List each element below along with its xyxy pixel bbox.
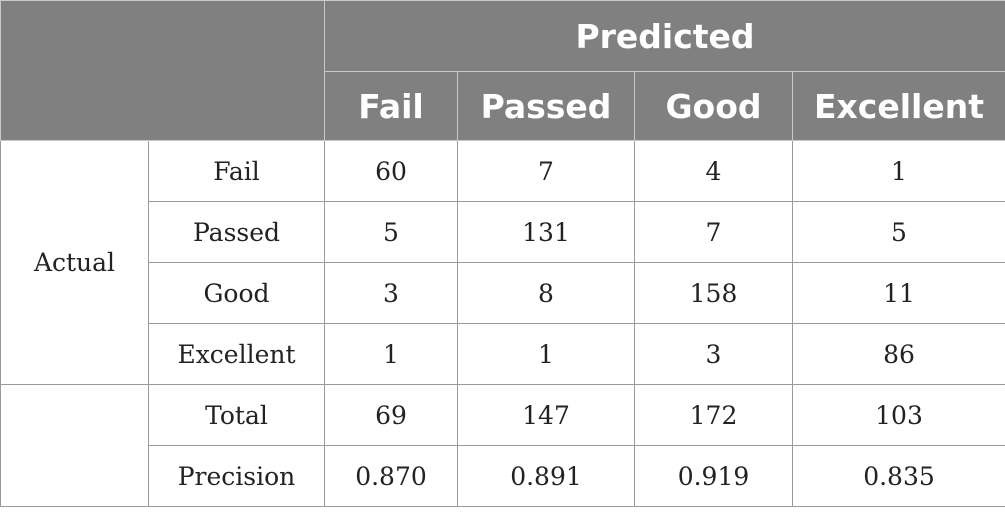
row-label: Fail (148, 140, 325, 202)
table-cell: 0.835 (792, 445, 1005, 507)
confusion-matrix-table: Predicted Fail Passed Good Excellent Act… (0, 0, 1005, 507)
column-header-excellent: Excellent (792, 71, 1005, 141)
table-row: Good 3 8 158 11 (1, 262, 1005, 324)
table-cell: 131 (457, 201, 635, 263)
row-label: Precision (148, 445, 325, 507)
header-corner-cell (0, 0, 325, 141)
header-row-2: Fail Passed Good Excellent (1, 71, 1005, 141)
row-label: Passed (148, 201, 325, 263)
table-cell: 103 (792, 384, 1005, 446)
table-cell: 1 (457, 323, 635, 385)
table-cell: 5 (792, 201, 1005, 263)
column-header-good: Good (634, 71, 793, 141)
table-cell: 1 (792, 140, 1005, 202)
predicted-header: Predicted (324, 0, 1005, 72)
table-row: Excellent 1 1 3 86 (1, 323, 1005, 385)
table-cell: 5 (324, 201, 458, 263)
table-cell: 3 (634, 323, 793, 385)
table-cell: 8 (457, 262, 635, 324)
table-cell: 3 (324, 262, 458, 324)
table-cell: 60 (324, 140, 458, 202)
table-cell: 1 (324, 323, 458, 385)
row-label: Excellent (148, 323, 325, 385)
table-cell: 158 (634, 262, 793, 324)
summary-row-precision: Precision 0.870 0.891 0.919 0.835 (1, 445, 1005, 507)
column-header-passed: Passed (457, 71, 635, 141)
row-label: Good (148, 262, 325, 324)
table-cell: 86 (792, 323, 1005, 385)
table-cell: 0.891 (457, 445, 635, 507)
header-row-1: Predicted (0, 0, 1005, 141)
table-cell: 11 (792, 262, 1005, 324)
table-cell: 0.919 (634, 445, 793, 507)
table-cell: 7 (457, 140, 635, 202)
table-cell: 7 (634, 201, 793, 263)
table-row: Passed 5 131 7 5 (1, 201, 1005, 263)
table-cell: 0.870 (324, 445, 458, 507)
summary-empty-cell (0, 384, 149, 507)
column-header-fail: Fail (324, 71, 458, 141)
summary-row-total: Total 69 147 172 103 (0, 384, 1005, 507)
table-cell: 147 (457, 384, 635, 446)
table-cell: 4 (634, 140, 793, 202)
table-row: Actual Fail 60 7 4 1 (0, 140, 1005, 385)
table-cell: 69 (324, 384, 458, 446)
table-cell: 172 (634, 384, 793, 446)
actual-label-cell: Actual (0, 140, 149, 385)
row-label: Total (148, 384, 325, 446)
